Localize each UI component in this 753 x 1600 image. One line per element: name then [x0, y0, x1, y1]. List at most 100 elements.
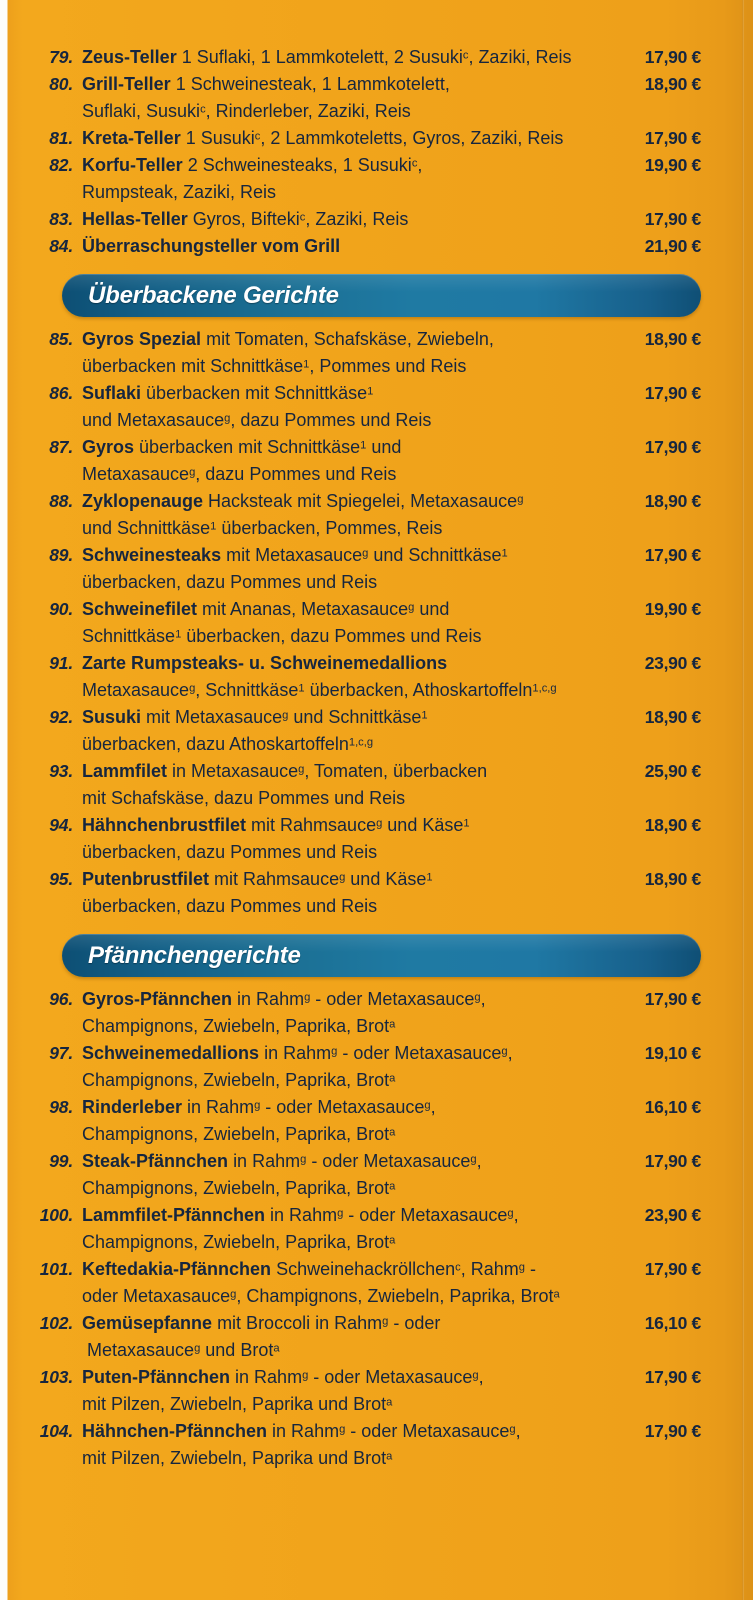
menu-item: 98. Rinderleber in Rahmg - oder Metaxasau…	[0, 1094, 753, 1148]
menu-item-body: Hähnchen-Pfännchen in Rahmg - oder Metax…	[80, 1418, 605, 1472]
menu-item-price: 17,90 €	[644, 1421, 702, 1441]
menu-item-price: 18,90 €	[644, 74, 702, 94]
menu-item-name: Hellas-Teller	[82, 209, 188, 229]
menu-item: 85. Gyros Spezial mit Tomaten, Schafskäse…	[0, 326, 753, 380]
menu-item-price: 17,90 €	[644, 128, 702, 148]
menu-item-number: 86.	[49, 383, 73, 403]
menu-item-body: Gemüsepfanne mit Broccoli in Rahmg - ode…	[80, 1310, 605, 1364]
section-banner-title: Überbackene Gerichte	[88, 281, 339, 309]
menu-item-number: 101.	[39, 1259, 73, 1279]
menu-item-body: Zyklopenauge Hacksteak mit Spiegelei, Me…	[80, 488, 605, 542]
menu-item-body: Gyros-Pfännchen in Rahmg - oder Metaxasa…	[80, 986, 605, 1040]
menu-item-description: in Rahmg - oder Metaxasauceg, Champignons…	[82, 989, 486, 1036]
menu-item: 99. Steak-Pfännchen in Rahmg - oder Metax…	[0, 1148, 753, 1202]
menu-item-description: in Rahmg - oder Metaxasauceg, Champignons…	[82, 1043, 513, 1090]
menu-section: Überbackene Gerichte 85. Gyros Spezial mit…	[0, 274, 753, 920]
menu-item-price: 21,90 €	[644, 236, 702, 256]
menu-item-number: 104.	[39, 1421, 73, 1441]
menu-item-number: 100.	[39, 1205, 73, 1225]
menu-item-name: Grill-Teller	[82, 74, 171, 94]
menu-item-price: 17,90 €	[644, 1151, 702, 1171]
menu-item-description: 1 Suflaki, 1 Lammkotelett, 2 Susukic, Za…	[181, 47, 572, 67]
section-banner: Pfännchengerichte	[62, 934, 701, 977]
menu-item: 90. Schweinefilet mit Ananas, Metaxasauce…	[0, 596, 753, 650]
menu-item: 81. Kreta-Teller 1 Susukic, 2 Lammkotelet…	[0, 125, 753, 152]
menu-item-description: mit Rahmsauceg und Käse1 überbacken, dazu…	[82, 815, 470, 862]
menu-item-price: 17,90 €	[644, 47, 702, 67]
menu-item-number: 83.	[49, 209, 73, 229]
menu-item-price: 17,90 €	[644, 545, 702, 565]
menu-item-name: Korfu-Teller	[82, 155, 183, 175]
menu-item-body: Putenbrustfilet mit Rahmsauceg und Käse1…	[80, 866, 605, 920]
menu-item-name: Kreta-Teller	[82, 128, 181, 148]
menu-item-description: in Metaxasauceg, Tomaten, überbacken mit …	[82, 761, 488, 808]
menu-item-body: Zarte Rumpsteaks- u. Schweinemedallions …	[80, 650, 605, 704]
menu-item-name: Putenbrustfilet	[82, 869, 210, 889]
menu-item-name: Lammfilet	[82, 761, 168, 781]
menu-item-price: 17,90 €	[644, 209, 702, 229]
menu-item-name: Hähnchen-Pfännchen	[82, 1421, 268, 1441]
menu-item-number: 103.	[39, 1367, 73, 1387]
menu-item-number: 92.	[49, 707, 73, 727]
menu-item-number: 94.	[49, 815, 73, 835]
menu-item-body: Schweinefilet mit Ananas, Metaxasauceg u…	[80, 596, 605, 650]
menu-item: 92. Susuki mit Metaxasauceg und Schnittkä…	[0, 704, 753, 758]
menu-item: 80. Grill-Teller 1 Schweinesteak, 1 Lammk…	[0, 71, 753, 125]
menu-item-price: 17,90 €	[644, 1259, 702, 1279]
menu-item-price: 17,90 €	[644, 1367, 702, 1387]
menu-item-description: 2 Schweinesteaks, 1 Susukic, Rumpsteak, Z…	[82, 155, 423, 202]
menu-item-body: Zeus-Teller 1 Suflaki, 1 Lammkotelett, 2…	[80, 44, 605, 71]
menu-item-name: Hähnchenbrustfilet	[82, 815, 247, 835]
menu-item-body: Korfu-Teller 2 Schweinesteaks, 1 Susukic…	[80, 152, 605, 206]
menu-item-body: Suflaki überbacken mit Schnittkäse1 und M…	[80, 380, 605, 434]
menu-item-name: Keftedakia-Pfännchen	[82, 1259, 272, 1279]
menu-item-name: Steak-Pfännchen	[82, 1151, 229, 1171]
menu-item-description: in Rahmg - oder Metaxasauceg, Champignons…	[82, 1151, 482, 1198]
menu-item-number: 87.	[49, 437, 73, 457]
menu-item-description: Gyros, Biftekic, Zaziki, Reis	[192, 209, 409, 229]
menu-item-price: 16,10 €	[644, 1097, 702, 1117]
menu-item-number: 102.	[39, 1313, 73, 1333]
menu-item-number: 88.	[49, 491, 73, 511]
menu-item: 95. Putenbrustfilet mit Rahmsauceg und Kä…	[0, 866, 753, 920]
menu-section: Pfännchengerichte 96. Gyros-Pfännchen in R…	[0, 934, 753, 1472]
menu-item-description: 1 Susukic, 2 Lammkoteletts, Gyros, Zazik…	[185, 128, 564, 148]
menu-item-name: Zarte Rumpsteaks- u. Schweinemedallions	[82, 653, 448, 673]
menu-item-number: 79.	[49, 47, 73, 67]
section-banner-title: Pfännchengerichte	[88, 941, 301, 969]
menu-item-description: überbacken mit Schnittkäse1 und Metaxasau…	[82, 383, 432, 430]
menu-item-name: Suflaki	[82, 383, 142, 403]
menu-item-name: Puten-Pfännchen	[82, 1367, 231, 1387]
menu-item-description: in Rahmg - oder Metaxasauceg, Champignons…	[82, 1205, 519, 1252]
menu-item-number: 85.	[49, 329, 73, 349]
section-banner: Überbackene Gerichte	[62, 274, 701, 317]
menu-item-number: 81.	[49, 128, 73, 148]
menu-item-number: 80.	[49, 74, 73, 94]
menu-item-name: Rinderleber	[82, 1097, 183, 1117]
menu-item-number: 96.	[49, 989, 73, 1009]
menu-item-number: 97.	[49, 1043, 73, 1063]
menu-item: 89. Schweinesteaks mit Metaxasauceg und S…	[0, 542, 753, 596]
menu-item-price: 19,10 €	[644, 1043, 702, 1063]
menu-item-price: 18,90 €	[644, 869, 702, 889]
menu-item-body: Puten-Pfännchen in Rahmg - oder Metaxasa…	[80, 1364, 605, 1418]
menu-item: 102. Gemüsepfanne mit Broccoli in Rahmg -…	[0, 1310, 753, 1364]
menu-item-body: Schweinemedallions in Rahmg - oder Metax…	[80, 1040, 605, 1094]
menu-item-list: 79. Zeus-Teller 1 Suflaki, 1 Lammkotelett…	[0, 44, 753, 260]
menu-item-number: 89.	[49, 545, 73, 565]
menu-item-number: 91.	[49, 653, 73, 673]
menu-item-body: Steak-Pfännchen in Rahmg - oder Metaxasa…	[80, 1148, 605, 1202]
menu-item-name: Schweinemedallions	[82, 1043, 260, 1063]
menu-item-price: 18,90 €	[644, 707, 702, 727]
menu-item-price: 16,10 €	[644, 1313, 702, 1333]
menu-item-name: Überraschungsteller vom Grill	[82, 236, 341, 256]
menu-section: 79. Zeus-Teller 1 Suflaki, 1 Lammkotelett…	[0, 44, 753, 260]
menu-item-description: in Rahmg - oder Metaxasauceg, mit Pilzen,…	[82, 1367, 484, 1414]
menu-item-number: 99.	[49, 1151, 73, 1171]
menu-item: 97. Schweinemedallions in Rahmg - oder Me…	[0, 1040, 753, 1094]
menu-item-body: Susuki mit Metaxasauceg und Schnittkäse1…	[80, 704, 605, 758]
menu-item: 82. Korfu-Teller 2 Schweinesteaks, 1 Susu…	[0, 152, 753, 206]
menu-item-description: mit Broccoli in Rahmg - oder Metaxasauce…	[82, 1313, 441, 1360]
menu-item-name: Schweinefilet	[82, 599, 198, 619]
